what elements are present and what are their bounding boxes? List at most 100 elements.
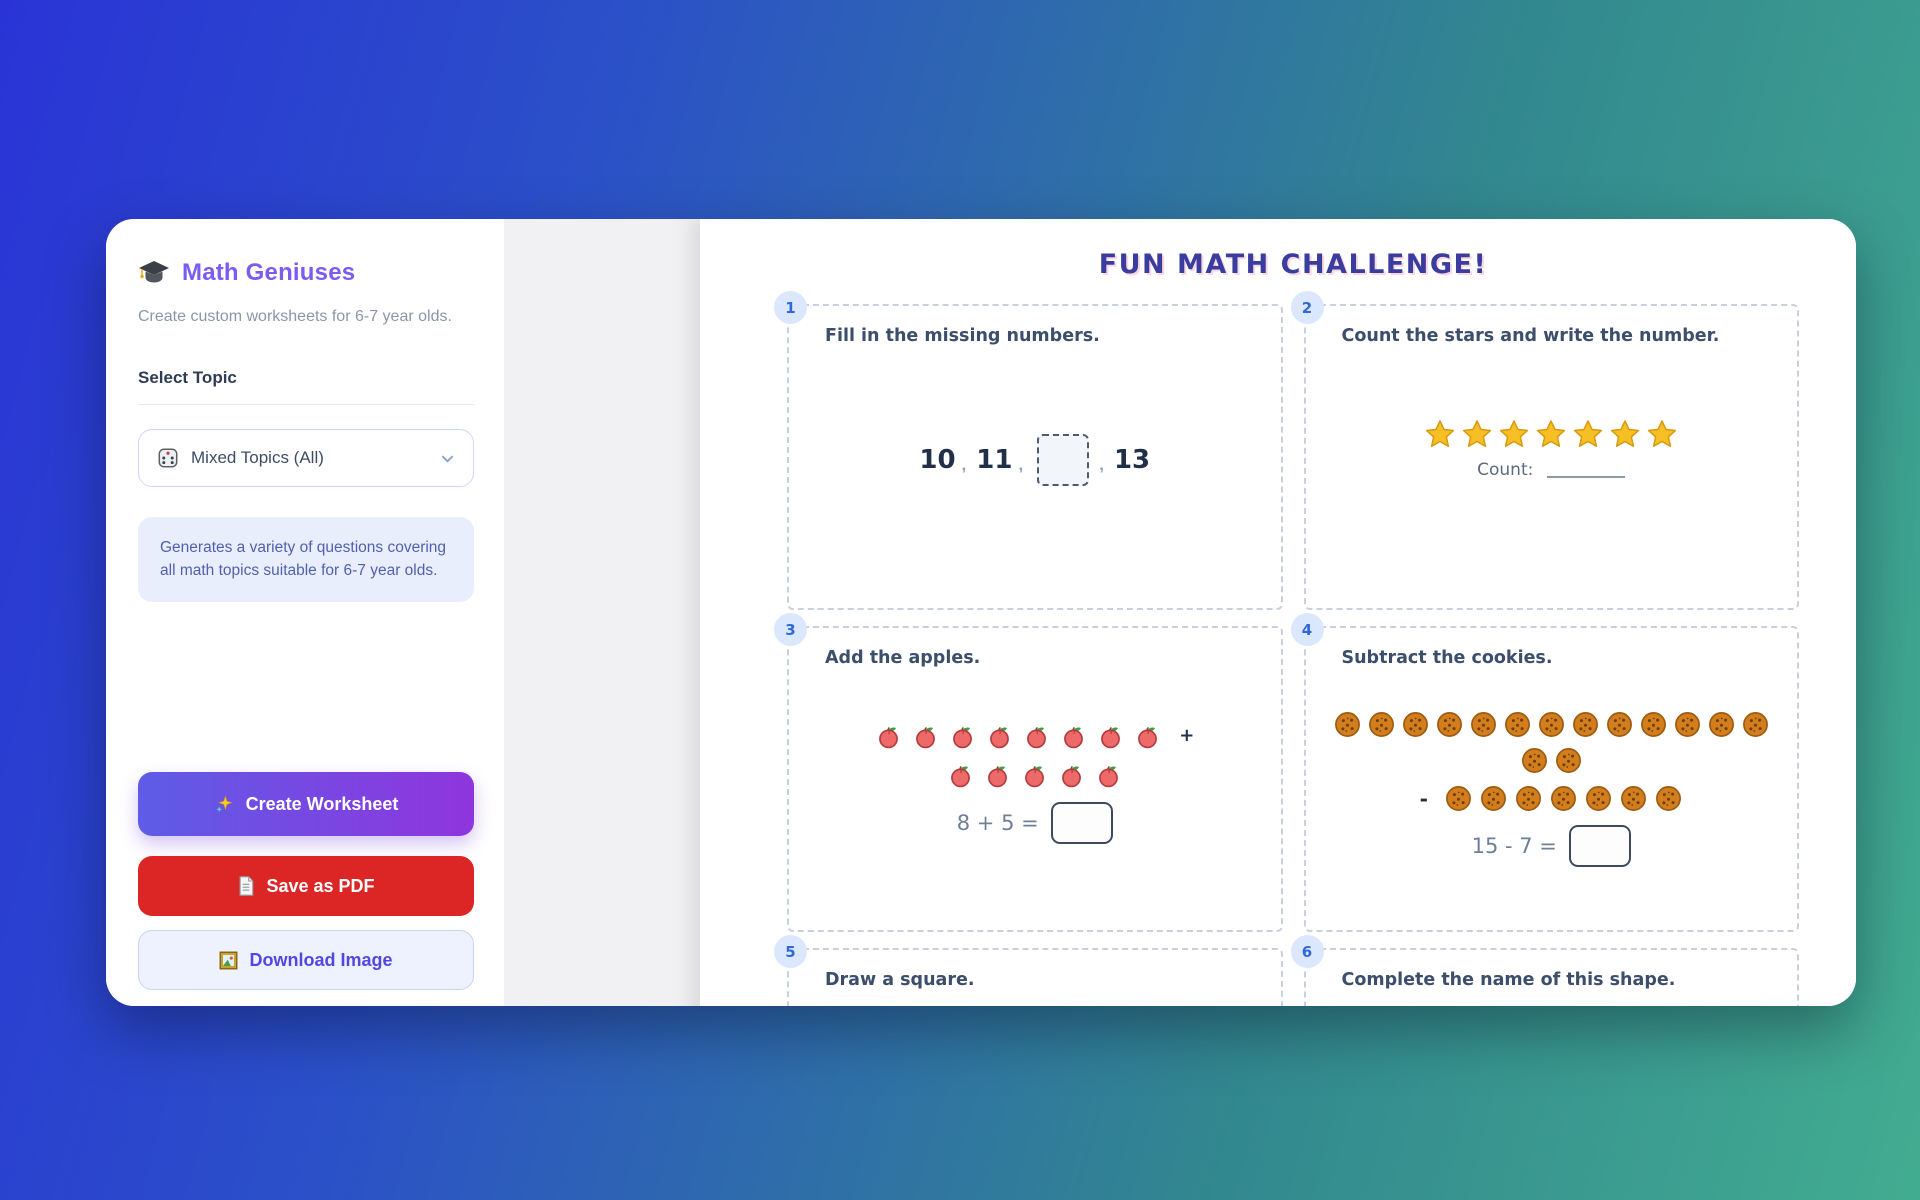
question-box-3: 3 Add the apples. + 8 + 5 = [774,613,1283,932]
worksheet-paper: FUN MATH CHALLENGE! 1 Fill in the missin… [700,219,1856,1006]
apple-icon [1097,722,1124,749]
question-prompt: Draw a square. [825,970,975,990]
cookie-icon [1571,710,1600,739]
question-prompt: Fill in the missing numbers. [825,326,1100,346]
topic-section-label: Select Topic [138,368,237,388]
cookie-icon [1479,784,1508,813]
question-box-2: 2 Count the stars and write the number. … [1290,291,1799,610]
document-icon [237,876,255,896]
cookie-icon [1520,746,1549,775]
equation-row: 15 - 7 = [1306,825,1798,867]
worksheet-preview[interactable]: FUN MATH CHALLENGE! 1 Fill in the missin… [504,219,1856,1006]
apple-icon [986,722,1013,749]
question-number-badge: 5 [774,935,807,968]
cookie-icon [1639,710,1668,739]
star-icon [1424,418,1456,450]
star-icon [1461,418,1493,450]
sequence-number: 11 [976,445,1013,475]
topic-select[interactable]: Mixed Topics (All) [138,429,474,488]
cookie-icon [1537,710,1566,739]
divider [138,404,474,406]
create-worksheet-button[interactable]: Create Worksheet [138,772,474,836]
cookie-icon [1707,710,1736,739]
cookie-icon [1584,784,1613,813]
star-icon [1646,418,1678,450]
image-icon [219,951,238,970]
missing-number-box [1037,434,1090,486]
cookie-icon [1619,784,1648,813]
apple-icon [1023,722,1050,749]
minus-sign: - [1419,786,1428,811]
cookie-icon [1514,784,1543,813]
number-sequence: 10 , 11 , , 13 [789,434,1281,486]
cookies-row-2 [1306,746,1798,775]
question-prompt: Complete the name of this shape. [1341,970,1676,990]
app-window: Math Geniuses Create custom worksheets f… [106,219,1856,1006]
question-prompt: Count the stars and write the number. [1341,326,1720,346]
app-brand: Math Geniuses [138,257,474,289]
apples-row-2 [789,761,1281,788]
cookie-icon [1401,710,1430,739]
apple-icon [912,722,939,749]
apple-icon [984,761,1011,788]
sparkles-icon [214,794,235,815]
download-image-label: Download Image [249,949,393,970]
count-row: Count: [1306,460,1798,480]
sequence-number: 10 [919,445,956,475]
cookies-row-3: - [1306,784,1798,813]
question-number-badge: 6 [1290,935,1324,968]
plus-sign: + [1179,725,1195,746]
question-box-4: 4 Subtract the cookies. - 15 - 7 = [1290,613,1799,932]
question-grid: 1 Fill in the missing numbers. 10 , 11 ,… [774,291,1799,1006]
question-box-1: 1 Fill in the missing numbers. 10 , 11 ,… [774,291,1283,610]
cookie-icon [1549,784,1578,813]
topic-description: Generates a variety of questions coverin… [138,517,474,603]
count-label: Count: [1477,460,1534,480]
question-prompt: Subtract the cookies. [1341,648,1553,668]
question-number-badge: 1 [774,291,807,324]
graduation-cap-icon [138,257,170,289]
apple-icon [1060,722,1087,749]
cookie-icon [1741,710,1770,739]
save-pdf-button[interactable]: Save as PDF [138,856,474,916]
sequence-number: 13 [1113,445,1151,475]
app-title: Math Geniuses [182,259,356,286]
question-number-badge: 2 [1290,291,1324,324]
app-subtitle: Create custom worksheets for 6-7 year ol… [138,308,452,325]
cookie-icon [1654,784,1683,813]
chevron-down-icon [440,451,455,466]
apple-icon [1134,722,1161,749]
topic-select-value: Mixed Topics (All) [191,448,324,468]
cookie-icon [1469,710,1498,739]
star-icon [1609,418,1641,450]
download-image-button[interactable]: Download Image [138,930,474,990]
cookie-icon [1673,710,1702,739]
question-prompt: Add the apples. [825,648,981,668]
star-icon [1572,418,1604,450]
cookies-group [1444,784,1683,813]
apples-row-1: + [789,722,1281,749]
question-number-badge: 4 [1290,613,1324,646]
star-icon [1535,418,1567,450]
cookie-icon [1444,784,1473,813]
apple-icon [947,761,974,788]
apples-group [875,722,1161,749]
cookie-icon [1503,710,1532,739]
equation-text: 15 - 7 = [1471,834,1557,858]
question-box-5: 5 Draw a square. [774,935,1283,1006]
star-icon [1498,418,1530,450]
apple-icon [949,722,976,749]
answer-box [1568,825,1631,867]
equation-row: 8 + 5 = [789,802,1281,844]
cookie-icon [1435,710,1464,739]
question-number-badge: 3 [774,613,807,646]
apple-icon [1095,761,1122,788]
cookies-row-1 [1306,710,1798,739]
equation-text: 8 + 5 = [956,811,1039,835]
cookie-icon [1333,710,1362,739]
dice-icon [157,447,179,469]
cookie-icon [1367,710,1396,739]
answer-box [1050,802,1113,844]
sidebar: Math Geniuses Create custom worksheets f… [106,219,504,1006]
sidebar-spacer [138,602,474,772]
